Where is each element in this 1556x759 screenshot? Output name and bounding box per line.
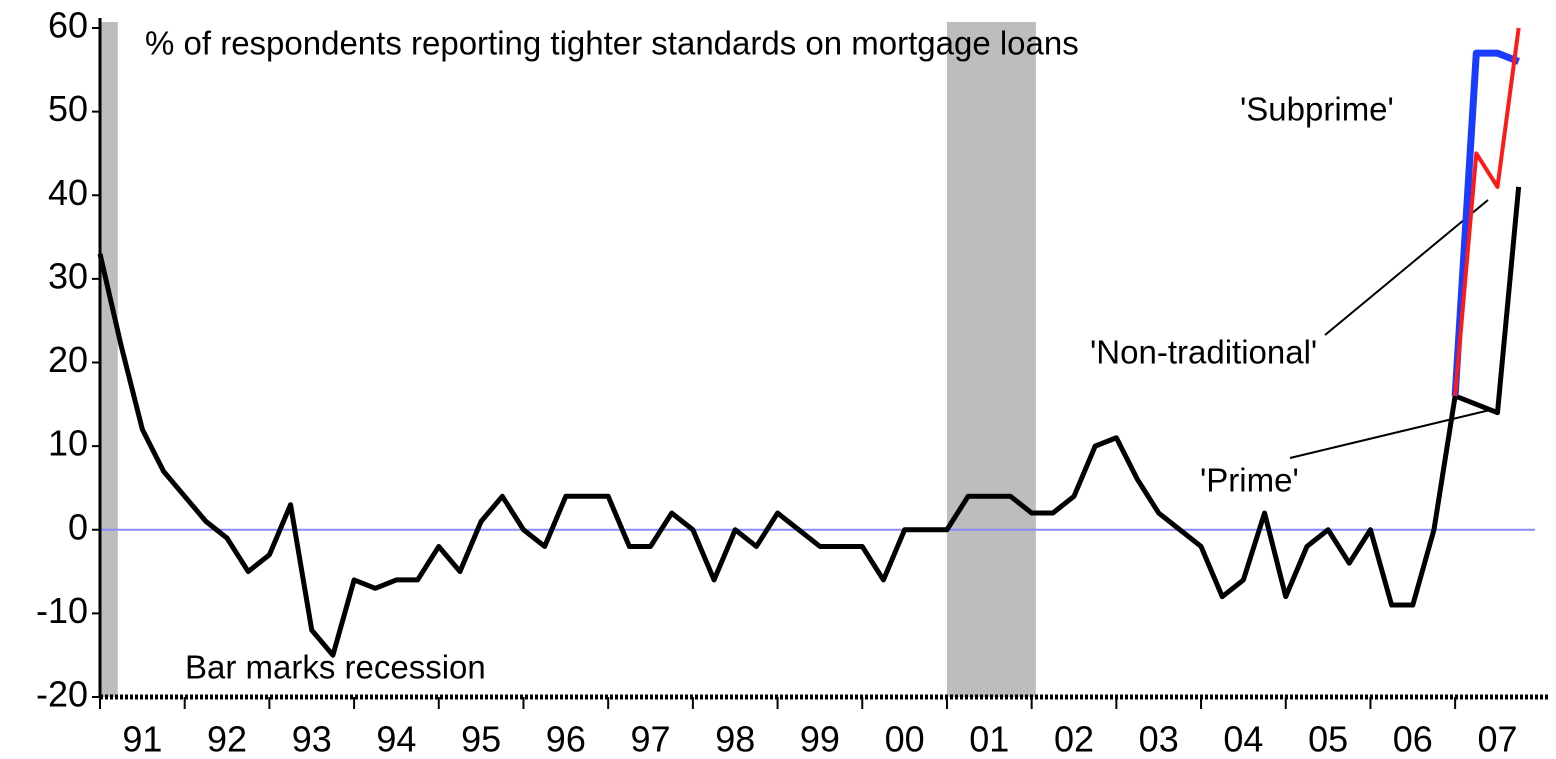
- x-tick-label: 01: [969, 719, 1009, 759]
- x-tick-label: 07: [1477, 719, 1517, 759]
- x-tick-label: 99: [800, 719, 840, 759]
- series-line: [1451, 49, 1520, 397]
- annotation: 'Subprime': [1240, 91, 1394, 128]
- x-tick-label: 93: [292, 719, 332, 759]
- background-layer: [100, 22, 1535, 697]
- x-tick-label: 96: [546, 719, 586, 759]
- annotation-arrow: [1289, 409, 1491, 459]
- annotation: 'Prime': [1200, 462, 1299, 499]
- x-tick-label: 91: [122, 719, 162, 759]
- x-tick-label: 92: [207, 719, 247, 759]
- series-line: [1453, 27, 1521, 397]
- x-tick-label: 02: [1054, 719, 1094, 759]
- y-tick-label: 20: [48, 339, 88, 380]
- x-tick-label: 00: [885, 719, 925, 759]
- y-tick-label: 0: [68, 506, 88, 547]
- y-tick-label: 60: [48, 5, 88, 46]
- annotation-arrow: [1324, 199, 1489, 336]
- annotation: 'Non-traditional': [1090, 334, 1317, 371]
- x-tick-label: 04: [1223, 719, 1263, 759]
- y-tick-label: 30: [48, 255, 88, 296]
- y-tick-label: -20: [36, 674, 88, 715]
- x-tick-label: 06: [1393, 719, 1433, 759]
- x-tick-label: 03: [1139, 719, 1179, 759]
- recession-bar: [100, 22, 118, 697]
- series-line: [97, 186, 1522, 658]
- x-tick-label: 05: [1308, 719, 1348, 759]
- y-tick-label: 50: [48, 88, 88, 129]
- y-tick-label: 10: [48, 423, 88, 464]
- x-tick-label: 97: [631, 719, 671, 759]
- y-tick-label: 40: [48, 172, 88, 213]
- recession-bar: [946, 22, 1036, 697]
- x-tick-label: 94: [376, 719, 416, 759]
- y-tick-label: -10: [36, 590, 88, 631]
- x-tick-label: 98: [715, 719, 755, 759]
- x-tick-label: 95: [461, 719, 501, 759]
- chart-title: % of respondents reporting tighter stand…: [145, 25, 1079, 62]
